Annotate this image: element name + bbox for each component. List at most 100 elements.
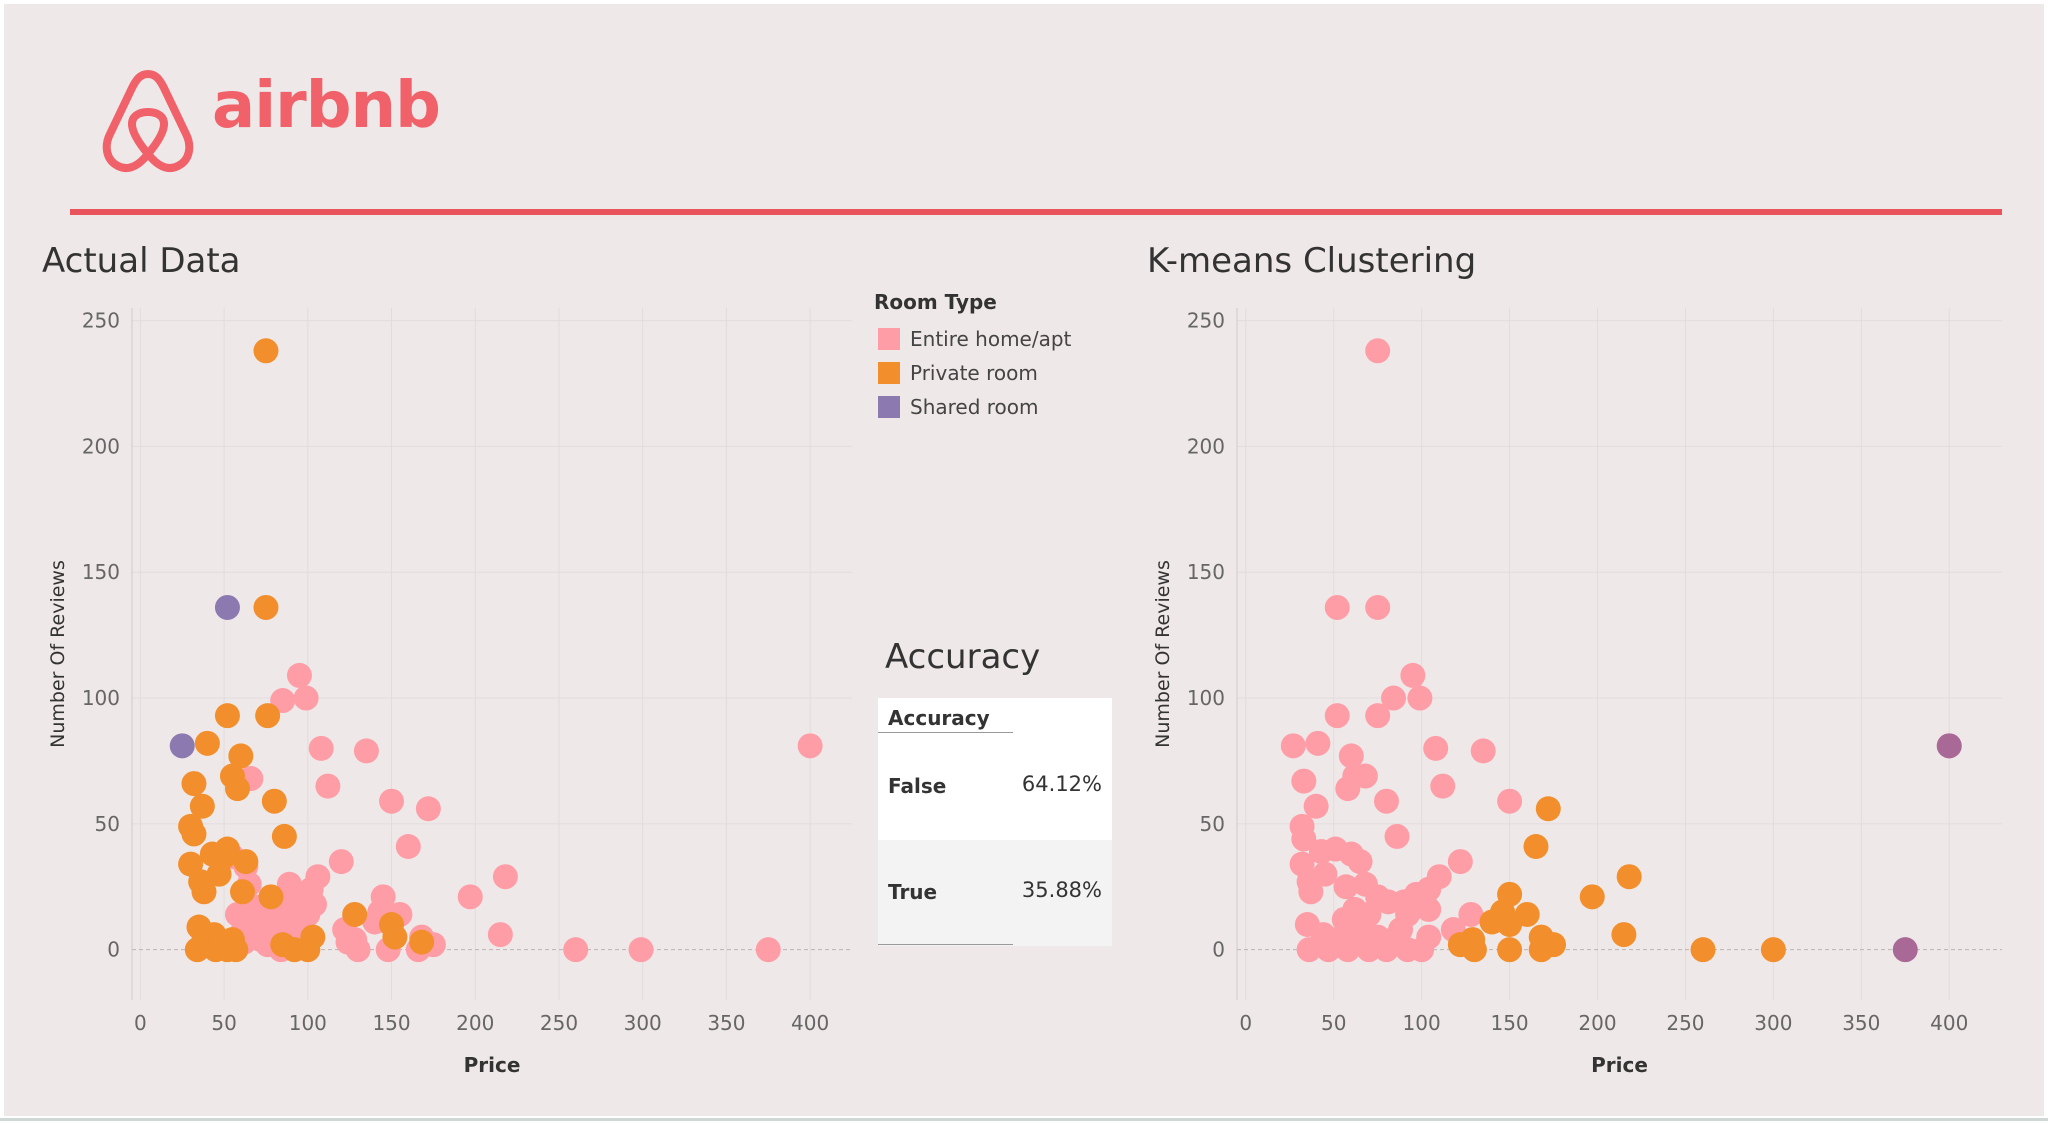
scatter-point[interactable] <box>328 849 354 875</box>
scatter-point[interactable] <box>308 735 334 761</box>
scatter-point[interactable] <box>1461 937 1487 963</box>
scatter-point[interactable] <box>1430 773 1456 799</box>
scatter-point[interactable] <box>271 823 297 849</box>
scatter-point[interactable] <box>1365 703 1391 729</box>
scatter-point[interactable] <box>345 937 371 963</box>
scatter-point[interactable] <box>230 879 256 905</box>
scatter-point[interactable] <box>1324 927 1350 953</box>
legend-item-entire-home[interactable]: Entire home/apt <box>872 322 1102 356</box>
legend-label-entire-home: Entire home/apt <box>910 327 1072 351</box>
scatter-point[interactable] <box>1936 733 1962 759</box>
scatter-point[interactable] <box>1324 703 1350 729</box>
accuracy-row-true[interactable]: True 35.88% <box>878 840 1112 946</box>
scatter-point[interactable] <box>487 922 513 948</box>
scatter-point[interactable] <box>1611 922 1637 948</box>
scatter-point[interactable] <box>223 937 249 963</box>
scatter-point[interactable] <box>1384 823 1410 849</box>
scatter-point[interactable] <box>409 929 435 955</box>
scatter-point[interactable] <box>228 743 254 769</box>
scatter-point[interactable] <box>181 821 207 847</box>
scatter-point[interactable] <box>1305 730 1331 756</box>
scatter-point[interactable] <box>258 884 284 910</box>
scatter-point[interactable] <box>563 937 589 963</box>
scatter-point[interactable] <box>233 849 259 875</box>
scatter-point[interactable] <box>184 937 210 963</box>
scatter-point[interactable] <box>1375 889 1401 915</box>
scatter-point[interactable] <box>342 901 368 927</box>
scatter-point[interactable] <box>1291 826 1317 852</box>
scatter-point[interactable] <box>261 788 287 814</box>
scatter-point[interactable] <box>255 703 281 729</box>
scatter-point[interactable] <box>1347 849 1373 875</box>
scatter-point[interactable] <box>1291 768 1317 794</box>
scatter-point[interactable] <box>1579 884 1605 910</box>
scatter-point[interactable] <box>1497 937 1523 963</box>
scatter-point[interactable] <box>492 864 518 890</box>
scatter-point[interactable] <box>415 796 441 822</box>
scatter-point[interactable] <box>305 864 331 890</box>
scatter-point[interactable] <box>315 773 341 799</box>
scatter-point[interactable] <box>169 733 195 759</box>
scatter-point[interactable] <box>457 884 483 910</box>
scatter-point[interactable] <box>189 793 215 819</box>
scatter-point[interactable] <box>302 891 328 917</box>
scatter-point[interactable] <box>1303 793 1329 819</box>
scatter-point[interactable] <box>1333 874 1359 900</box>
scatter-point[interactable] <box>370 884 396 910</box>
scatter-point[interactable] <box>1616 864 1642 890</box>
scatter-point[interactable] <box>214 594 240 620</box>
scatter-point[interactable] <box>1280 733 1306 759</box>
scatter-point[interactable] <box>1338 743 1364 769</box>
scatter-point[interactable] <box>1409 937 1435 963</box>
legend-item-shared-room[interactable]: Shared room <box>872 390 1102 424</box>
scatter-point[interactable] <box>1535 796 1561 822</box>
scatter-point[interactable] <box>1447 849 1473 875</box>
scatter-point[interactable] <box>1523 834 1549 860</box>
scatter-point[interactable] <box>382 924 408 950</box>
scatter-point[interactable] <box>214 703 240 729</box>
scatter-point[interactable] <box>353 738 379 764</box>
scatter-point[interactable] <box>797 733 823 759</box>
scatter-point[interactable] <box>1400 662 1426 688</box>
scatter-point[interactable] <box>1407 685 1433 711</box>
scatter-point[interactable] <box>1381 685 1407 711</box>
scatter-point[interactable] <box>1423 735 1449 761</box>
scatter-point[interactable] <box>1365 594 1391 620</box>
scatter-point[interactable] <box>181 771 207 797</box>
scatter-point[interactable] <box>1356 937 1382 963</box>
legend-item-private-room[interactable]: Private room <box>872 356 1102 390</box>
scatter-point[interactable] <box>286 662 312 688</box>
scatter-point[interactable] <box>1497 912 1523 938</box>
scatter-point[interactable] <box>1458 901 1484 927</box>
scatter-point[interactable] <box>1416 896 1442 922</box>
scatter-point[interactable] <box>1497 788 1523 814</box>
scatter-point[interactable] <box>395 834 421 860</box>
room-type-legend[interactable]: Room Type Entire home/apt Private room S… <box>872 290 1102 424</box>
scatter-point[interactable] <box>224 776 250 802</box>
scatter-point[interactable] <box>1760 937 1786 963</box>
scatter-point[interactable] <box>1470 738 1496 764</box>
scatter-point[interactable] <box>1324 594 1350 620</box>
scatter-point[interactable] <box>1296 937 1322 963</box>
scatter-point[interactable] <box>1381 927 1407 953</box>
scatter-point[interactable] <box>755 937 781 963</box>
scatter-point[interactable] <box>1892 937 1918 963</box>
scatter-point[interactable] <box>1373 788 1399 814</box>
scatter-point[interactable] <box>628 937 654 963</box>
scatter-point[interactable] <box>253 594 279 620</box>
scatter-point[interactable] <box>1690 937 1716 963</box>
accuracy-row-false[interactable]: False 64.12% <box>878 734 1112 840</box>
scatter-point[interactable] <box>194 730 220 756</box>
scatter-point[interactable] <box>293 685 319 711</box>
scatter-point[interactable] <box>1528 937 1554 963</box>
scatter-point[interactable] <box>1365 338 1391 364</box>
scatter-point[interactable] <box>1352 763 1378 789</box>
scatter-point[interactable] <box>1308 839 1334 865</box>
scatter-point[interactable] <box>191 879 217 905</box>
accuracy-table[interactable]: Accuracy False 64.12% True 35.88% <box>878 698 1112 946</box>
scatter-point[interactable] <box>379 788 405 814</box>
scatter-point[interactable] <box>1335 776 1361 802</box>
scatter-point[interactable] <box>300 924 326 950</box>
scatter-point[interactable] <box>253 338 279 364</box>
scatter-point[interactable] <box>1298 879 1324 905</box>
